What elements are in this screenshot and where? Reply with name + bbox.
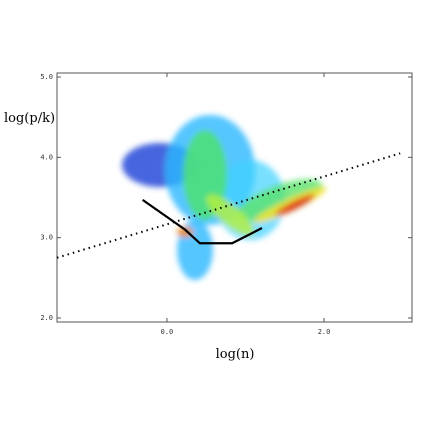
density-cloud: [122, 115, 327, 280]
fit-line: [141, 199, 263, 245]
y-tick-label: 4.0: [40, 153, 53, 161]
x-tick-label: 2.0: [318, 328, 331, 336]
y-axis-label: log(p/k): [4, 111, 55, 126]
y-tick-label: 3.0: [40, 234, 53, 242]
y-tick-label: 2.0: [40, 314, 53, 322]
x-tick-label: 0.0: [161, 328, 174, 336]
x-axis-label: log(n): [216, 347, 255, 362]
y-tick-label: 5.0: [40, 73, 53, 81]
plot-frame: [56, 72, 413, 323]
